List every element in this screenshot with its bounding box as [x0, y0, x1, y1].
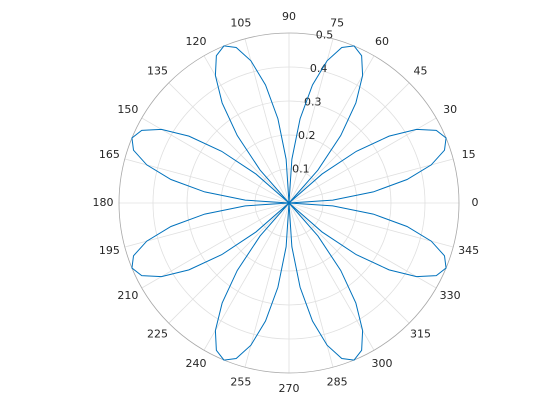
r-tick-label: 0.5: [316, 29, 334, 42]
theta-tick-label: 195: [99, 244, 120, 257]
r-grid-line: [186, 100, 392, 306]
theta-grid-line: [288, 82, 410, 204]
theta-grid-line: [141, 202, 290, 289]
r-tick-label: 0.3: [304, 96, 322, 109]
theta-tick-label: 315: [410, 328, 431, 341]
theta-grid-line: [203, 55, 290, 204]
theta-tick-label: 15: [462, 148, 476, 161]
r-tick-label: 0.4: [310, 62, 328, 75]
theta-tick-label: 165: [99, 148, 120, 161]
theta-tick-label: 0: [472, 196, 479, 209]
theta-tick-label: 180: [93, 196, 114, 209]
theta-tick-label: 225: [147, 328, 168, 341]
theta-grid-line: [288, 202, 334, 368]
r-grid-line: [254, 168, 324, 238]
r-tick-label: 0.2: [298, 129, 316, 142]
theta-grid-line: [168, 82, 290, 204]
theta-tick-label: 270: [279, 382, 300, 395]
theta-tick-label: 135: [147, 64, 168, 77]
theta-tick-label: 330: [440, 289, 461, 302]
theta-grid-line: [288, 202, 375, 351]
theta-tick-label: 120: [186, 35, 207, 48]
theta-grid-line: [203, 202, 290, 351]
theta-grid-line: [288, 202, 437, 289]
theta-grid-line: [141, 117, 290, 204]
theta-grid-line: [124, 202, 290, 248]
theta-tick-label: 60: [375, 35, 389, 48]
theta-tick-label: 45: [414, 64, 428, 77]
theta-grid-line: [288, 202, 410, 324]
theta-tick-label: 90: [282, 10, 296, 23]
theta-grid-line: [288, 55, 375, 204]
theta-grid-line: [288, 38, 334, 204]
r-grid-line: [152, 66, 426, 340]
theta-tick-label: 255: [230, 376, 251, 389]
theta-grid-line: [288, 202, 454, 248]
theta-tick-label: 285: [327, 376, 348, 389]
theta-grid-line: [244, 38, 290, 204]
theta-tick-label: 30: [443, 103, 457, 116]
theta-tick-label: 150: [117, 103, 138, 116]
rose-curve: [131, 45, 447, 361]
theta-grid-line: [244, 202, 290, 368]
r-tick-label: 0.1: [292, 163, 310, 176]
theta-grid-line: [124, 158, 290, 204]
theta-grid-line: [288, 158, 454, 204]
theta-tick-label: 105: [230, 16, 251, 29]
theta-grid-line: [288, 117, 437, 204]
theta-grid-line: [168, 202, 290, 324]
theta-tick-label: 210: [117, 289, 138, 302]
theta-tick-label: 300: [372, 357, 393, 370]
theta-tick-label: 75: [330, 16, 344, 29]
r-grid-line: [118, 32, 460, 374]
theta-tick-label: 345: [458, 244, 479, 257]
r-grid-line: [220, 134, 358, 272]
theta-tick-label: 240: [186, 357, 207, 370]
